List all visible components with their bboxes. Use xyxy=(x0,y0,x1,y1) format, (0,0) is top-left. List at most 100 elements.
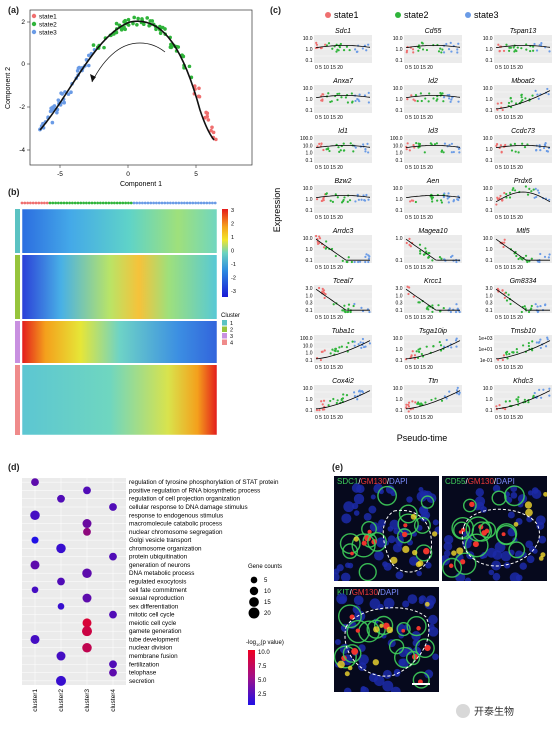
watermark-text: 开泰生物 xyxy=(474,707,514,718)
panel-d-label: (d) xyxy=(8,462,20,472)
panel-c-ytick: 1.0 xyxy=(486,397,493,403)
panel-c-ytick: 1e-01 xyxy=(480,358,493,364)
panel-c-ytick: 10.0 xyxy=(483,386,493,392)
panel-c-ytick: 0.1 xyxy=(396,408,403,414)
panel-a-trajectory-plot: -4 -2 0 2 -5 0 5 Component 1 Component 2 stat… xyxy=(5,9,253,188)
watermark: 开泰生物 xyxy=(456,703,514,718)
panel-c-ytick: 100.0 xyxy=(300,336,313,342)
panel-a-legend-state1: state1 xyxy=(39,14,57,21)
panel-d-term: regulation of tyrosine phosphorylation o… xyxy=(129,479,279,486)
panel-e-label: (e) xyxy=(332,462,343,472)
panel-a-xtick: 5 xyxy=(194,171,198,178)
panel-d-term: secretion xyxy=(129,678,155,685)
panel-c-gene-title: Id2 xyxy=(428,78,438,85)
panel-c-ytick: 0.3 xyxy=(486,301,493,307)
panel-c-gene-title: Anxa7 xyxy=(332,78,354,85)
panel-c-ytick: 1.0 xyxy=(486,293,493,299)
panel-c-ytick: 10.0 xyxy=(303,36,313,42)
panel-c-ytick: 0.1 xyxy=(486,158,493,164)
panel-d-term: chromosome organization xyxy=(129,545,202,552)
panel-c-ytick: 1.0 xyxy=(306,247,313,253)
panel-d-color-legend-tick: 5.0 xyxy=(258,678,267,684)
panel-b-cluster-title: Cluster xyxy=(221,313,240,319)
panel-c-ytick: 1.0 xyxy=(306,351,313,357)
panel-c-ytick: 1e+01 xyxy=(478,347,492,353)
panel-d-xlabel: cluster2 xyxy=(58,689,65,712)
panel-d-term: sexual reproduction xyxy=(129,595,184,602)
panel-c-legend-state1: state1 xyxy=(334,10,359,20)
panel-c-ytick: 1.0 xyxy=(486,47,493,53)
panel-c-xtick: 0 5 10 15 20 xyxy=(315,65,343,71)
panel-c-ytick: 1.0 xyxy=(396,151,403,157)
panel-d-xlabel: cluster3 xyxy=(84,689,91,712)
panel-c-xtick: 0 5 10 15 20 xyxy=(405,65,433,71)
panel-d-term: tube development xyxy=(129,636,179,643)
panel-d-go-dotplot: regulation of tyrosine phosphorylation o… xyxy=(22,478,284,712)
panel-c-ytick: 1.0 xyxy=(486,147,493,153)
panel-c-ytick: 1.0 xyxy=(306,397,313,403)
panel-c-gene-title: Khdc3 xyxy=(513,378,533,385)
panel-c-ytick: 10.0 xyxy=(393,186,403,192)
panel-d-color-legend-title: -log10(p value) xyxy=(246,640,284,647)
panel-c-ytick: 0.1 xyxy=(396,208,403,214)
panel-c-ytick: 10.0 xyxy=(303,343,313,349)
panel-b-colorbar-tick: 3 xyxy=(231,208,234,214)
panel-c-xtick: 0 5 10 15 20 xyxy=(495,365,523,371)
panel-d-term: regulation of cell projection organizati… xyxy=(129,496,240,503)
panel-a-ytick: 2 xyxy=(21,19,25,26)
panel-c-xtick: 0 5 10 15 20 xyxy=(495,165,523,171)
panel-c-ytick: 10.0 xyxy=(303,143,313,149)
panel-b-colorbar-tick: -1 xyxy=(231,262,236,268)
panel-c-ytick: 3.0 xyxy=(396,286,403,292)
panel-d-term: positive regulation of RNA biosynthetic … xyxy=(129,487,260,494)
panel-d-term: regulated exocytosis xyxy=(129,579,186,586)
panel-c-gene-title: Ttn xyxy=(428,378,438,385)
panel-c-ytick: 0.1 xyxy=(306,108,313,114)
panel-d-term: membrane fusion xyxy=(129,653,178,660)
panel-c-ylabel: Expression xyxy=(272,188,282,233)
panel-a-ytick: 0 xyxy=(21,61,25,68)
panel-d-size-legend-item: 15 xyxy=(264,600,271,606)
panel-c-ytick: 1.0 xyxy=(486,247,493,253)
panel-c-xtick: 0 5 10 15 20 xyxy=(405,365,433,371)
panel-a-xtick: -5 xyxy=(57,171,63,178)
panel-d-term: fertilization xyxy=(129,661,160,668)
panel-a-xtick: 0 xyxy=(126,171,130,178)
panel-c-ytick: 0.1 xyxy=(306,208,313,214)
panel-e-image-cd55: CD55/GM130/DAPI xyxy=(442,476,547,581)
panel-c-ytick: 0.1 xyxy=(306,358,313,364)
panel-b-cluster-item: 1 xyxy=(230,321,233,327)
panel-b-colorbar-tick: -2 xyxy=(231,276,236,282)
panel-c-gene-title: Id1 xyxy=(338,128,348,135)
panel-c-ytick: 100.0 xyxy=(300,136,313,142)
panel-c-ytick: 1.0 xyxy=(396,236,403,242)
panel-b-colorbar-tick: 0 xyxy=(231,249,234,255)
panel-c-ytick: 1.0 xyxy=(486,97,493,103)
panel-d-term: mitotic cell cycle xyxy=(129,612,175,619)
panel-d-term: nuclear chromosome segregation xyxy=(129,529,223,536)
panel-c-ytick: 1.0 xyxy=(306,47,313,53)
panel-c-xtick: 0 5 10 15 20 xyxy=(405,265,433,271)
panel-c-ytick: 0.1 xyxy=(486,258,493,264)
panel-a-ytick: -2 xyxy=(19,104,25,111)
panel-c-ytick: 10.0 xyxy=(393,336,403,342)
panel-c-gene-title: Id3 xyxy=(428,128,438,135)
panel-c-xtick: 0 5 10 15 20 xyxy=(495,265,523,271)
panel-d-term: macromolecule catabolic process xyxy=(129,521,222,528)
panel-c-ytick: 0.3 xyxy=(306,301,313,307)
panel-c-xtick: 0 5 10 15 20 xyxy=(405,165,433,171)
panel-c-gene-title: Bzw2 xyxy=(334,178,351,185)
panel-c-ytick: 10.0 xyxy=(303,86,313,92)
panel-d-term: DNA metabolic process xyxy=(129,570,194,577)
panel-d-color-legend-tick: 7.5 xyxy=(258,664,267,670)
watermark-logo-icon xyxy=(456,703,470,718)
panel-c-ytick: 1.0 xyxy=(396,97,403,103)
panel-c-gene-title: Mtl5 xyxy=(516,228,529,235)
panel-b-label: (b) xyxy=(8,187,20,197)
panel-c-xtick: 0 5 10 15 20 xyxy=(495,115,523,121)
panel-c-ytick: 1.0 xyxy=(396,347,403,353)
panel-c-gene-title: Ccdc73 xyxy=(511,128,535,135)
panel-c-ytick: 0.1 xyxy=(306,308,313,314)
panel-c-ytick: 0.1 xyxy=(306,158,313,164)
